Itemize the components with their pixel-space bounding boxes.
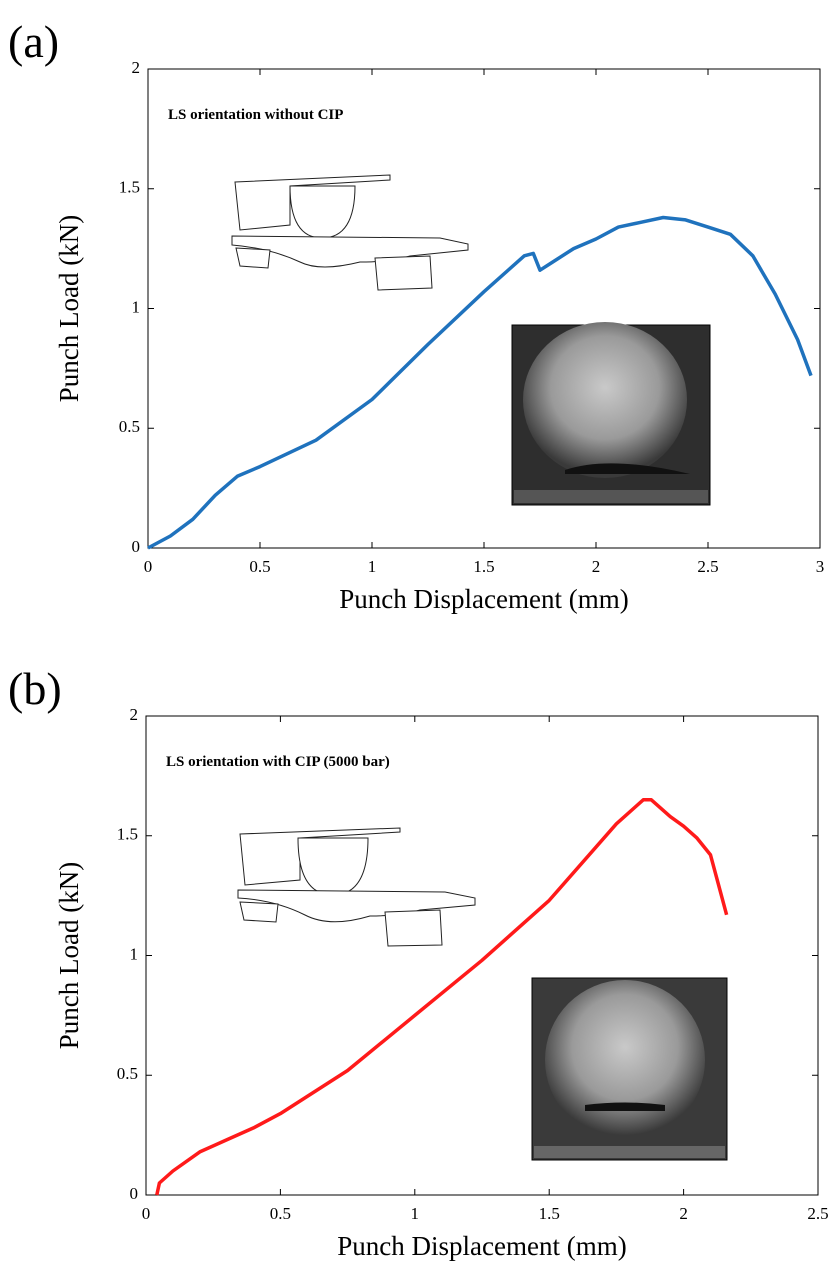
x-tick-label: 2.5 — [697, 557, 718, 576]
x-tick-label: 1.5 — [539, 1204, 560, 1223]
y-tick-label: 2 — [132, 58, 141, 77]
y-axis-label: Punch Load (kN) — [54, 862, 84, 1049]
y-tick-label: 1 — [132, 297, 141, 316]
x-tick-label: 0.5 — [249, 557, 270, 576]
schematic — [237, 827, 476, 947]
x-tick-label: 0.5 — [270, 1204, 291, 1223]
x-tick-label: 2 — [679, 1204, 688, 1223]
y-tick-label: 0 — [132, 537, 141, 556]
y-tick-label: 2 — [130, 705, 139, 724]
y-tick-label: 1.5 — [117, 825, 138, 844]
panel-label: (b) — [8, 663, 62, 714]
schematic — [231, 174, 469, 291]
sem-inset — [531, 977, 728, 1161]
y-tick-label: 0 — [130, 1184, 139, 1203]
x-axis-label: Punch Displacement (mm) — [337, 1231, 626, 1261]
annotation: LS orientation without CIP — [168, 107, 343, 123]
x-tick-label: 0 — [144, 557, 153, 576]
data-line — [155, 798, 729, 1196]
x-tick-label: 1 — [368, 557, 377, 576]
x-tick-label: 2.5 — [807, 1204, 828, 1223]
y-tick-label: 0.5 — [117, 1064, 138, 1083]
x-tick-label: 0 — [142, 1204, 151, 1223]
panel-label: (a) — [8, 16, 59, 67]
annotation: LS orientation with CIP (5000 bar) — [166, 754, 390, 770]
y-tick-label: 1 — [130, 944, 139, 963]
plot-frame — [147, 68, 821, 549]
y-axis-label: Punch Load (kN) — [54, 215, 84, 402]
y-tick-label: 0.5 — [119, 417, 140, 436]
x-axis-label: Punch Displacement (mm) — [339, 584, 628, 614]
x-tick-label: 3 — [816, 557, 825, 576]
data-line — [147, 215, 813, 550]
x-tick-label: 1.5 — [473, 557, 494, 576]
y-tick-label: 1.5 — [119, 178, 140, 197]
x-tick-label: 1 — [411, 1204, 420, 1223]
x-tick-label: 2 — [592, 557, 601, 576]
sem-inset — [511, 322, 711, 506]
